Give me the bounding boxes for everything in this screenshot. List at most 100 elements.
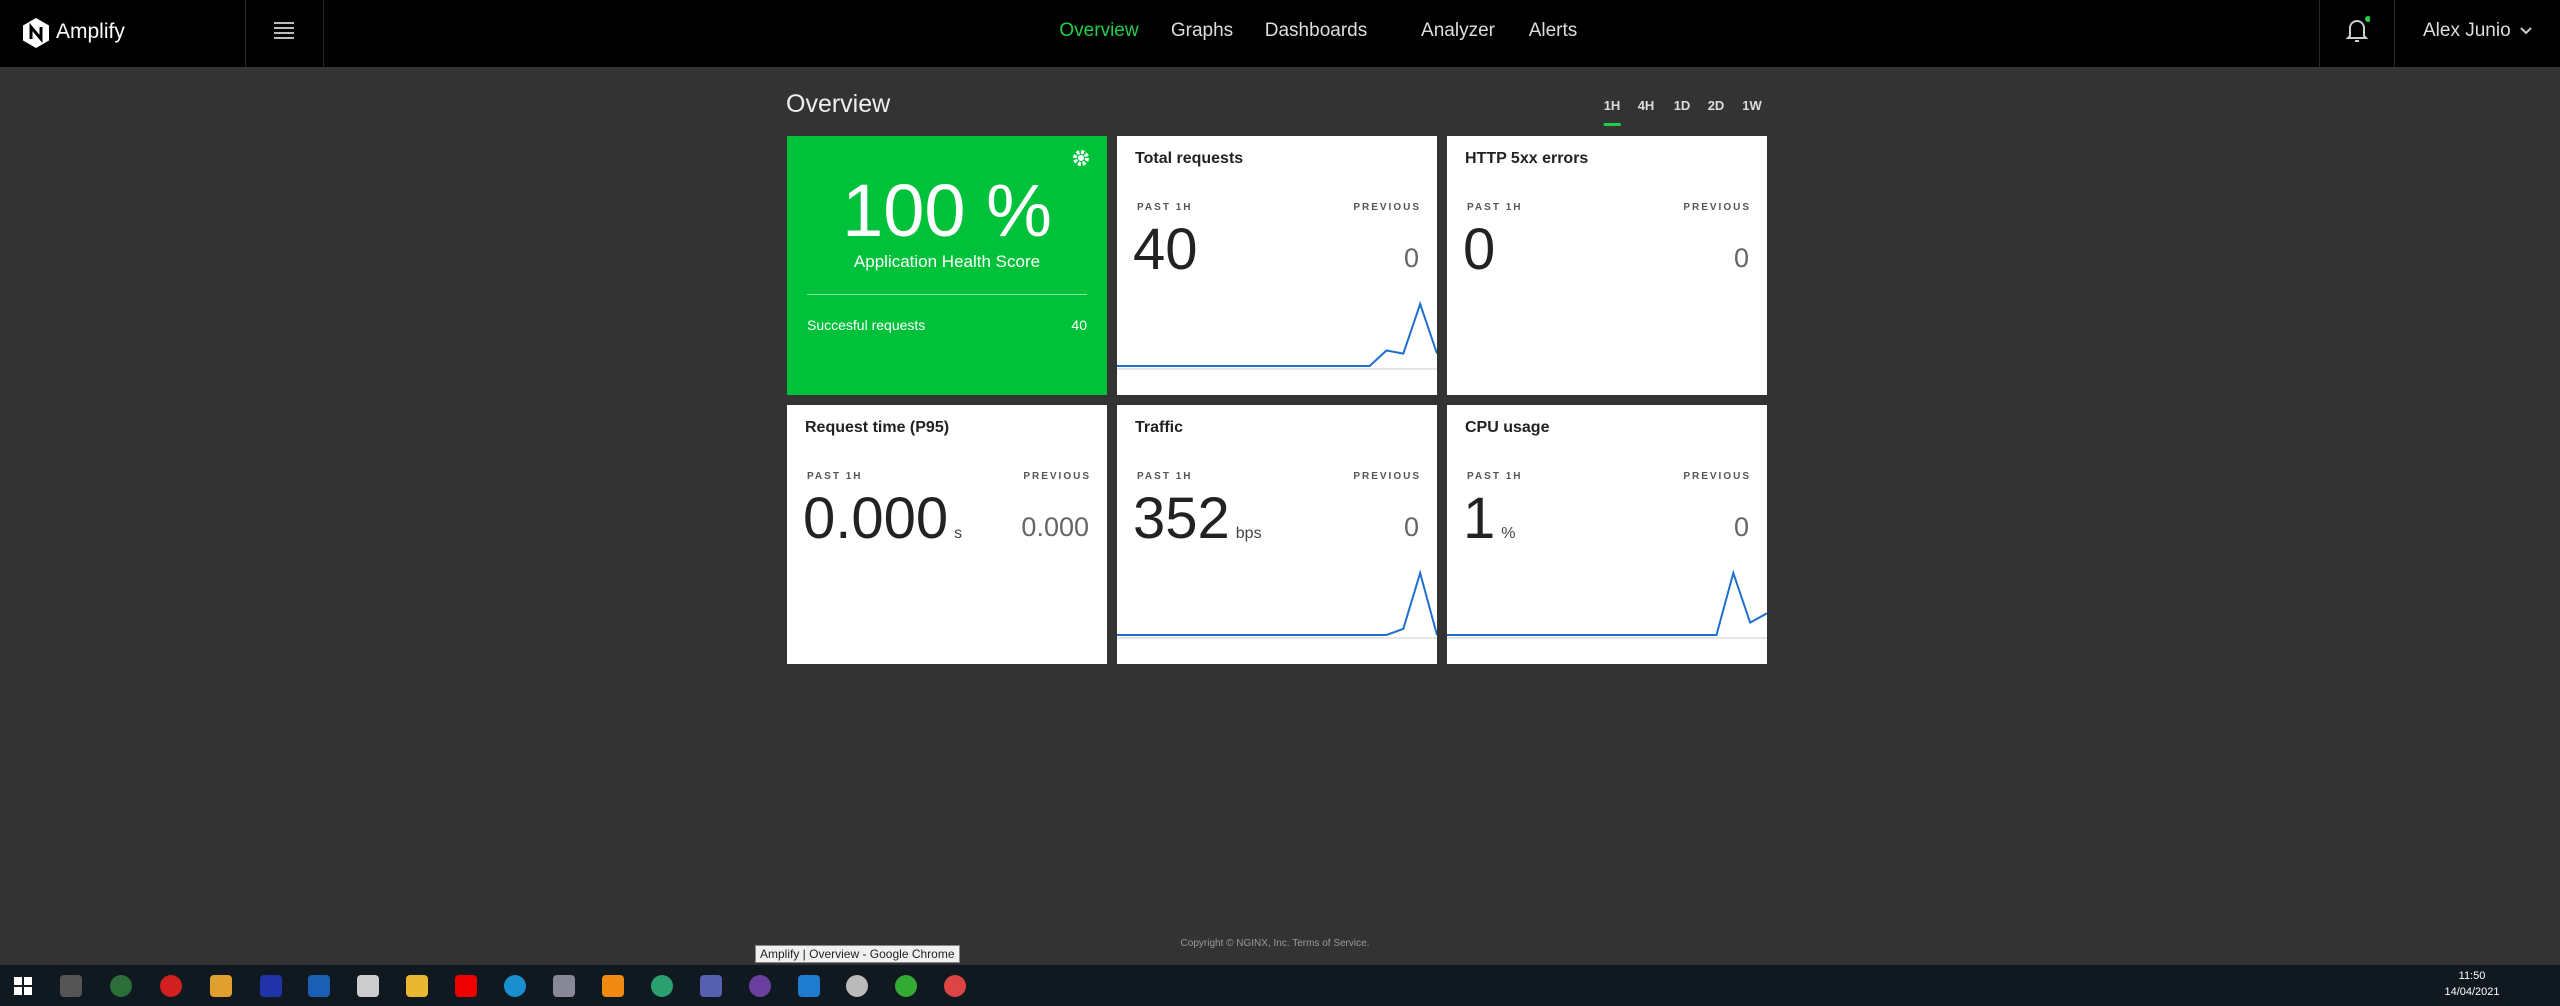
divider <box>2394 0 2395 67</box>
value: 352 <box>1133 486 1230 551</box>
page-title: Overview <box>786 90 891 118</box>
current-value: 40 <box>1133 216 1198 283</box>
app-icon[interactable] <box>749 975 771 997</box>
app-icon[interactable] <box>504 975 526 997</box>
time-range[interactable]: 1H <box>1603 98 1621 126</box>
app-icon[interactable] <box>110 975 132 997</box>
previous-value: 0 <box>1733 512 1749 542</box>
app-icon[interactable] <box>846 975 868 997</box>
previous-label: PREVIOUS <box>1353 202 1421 213</box>
previous-label: PREVIOUS <box>1683 471 1751 482</box>
nav-item[interactable]: Graphs <box>1170 20 1234 41</box>
taskbar: 11:50 14/04/2021 <box>0 965 2560 1006</box>
app-icon[interactable] <box>895 975 917 997</box>
value: 0.000 <box>803 486 949 551</box>
current-value: 0 <box>1463 216 1495 283</box>
sparkline <box>1447 569 1767 639</box>
user-menu[interactable]: Alex Junio <box>2423 20 2511 41</box>
app-icon[interactable] <box>553 975 575 997</box>
current-label: PAST 1H <box>1137 471 1193 482</box>
app-icon[interactable] <box>700 975 722 997</box>
unit: bps <box>1235 525 1262 542</box>
health-card: 100 % Application Health Score Succesful… <box>787 136 1107 395</box>
health-label: Application Health Score <box>853 252 1041 271</box>
app-icon[interactable] <box>308 975 330 997</box>
app-icon[interactable] <box>160 975 182 997</box>
previous-value: 0 <box>1403 512 1419 542</box>
separator <box>807 294 1087 295</box>
nav-item[interactable]: Dashboards <box>1264 20 1368 41</box>
card-title: CPU usage <box>1465 419 1550 436</box>
metric-card: Request time (P95) PAST 1H PREVIOUS 0.000 s 0… <box>787 405 1107 664</box>
metric-label: Succesful requests <box>807 317 926 333</box>
sparkline <box>1117 569 1437 639</box>
divider <box>245 0 246 67</box>
previous-label: PREVIOUS <box>1683 202 1751 213</box>
app-icon[interactable] <box>210 975 232 997</box>
clock-date: 14/04/2021 <box>2444 986 2500 998</box>
start-button[interactable] <box>14 977 32 995</box>
card-title: Request time (P95) <box>805 419 950 436</box>
clock-time: 11:50 <box>2458 970 2486 982</box>
metric-card: Traffic PAST 1H PREVIOUS 352 bps 0 <box>1117 405 1437 664</box>
sparkline-line <box>1447 569 1767 636</box>
brand[interactable]: Amplify <box>56 20 125 43</box>
footer: Copyright © NGINX, Inc. Terms of Service… <box>1180 938 1370 949</box>
app-icon[interactable] <box>944 975 966 997</box>
current-value: 352 bps <box>1133 485 1262 552</box>
card-title: Total requests <box>1135 150 1244 167</box>
app-icon[interactable] <box>455 975 477 997</box>
card-title: HTTP 5xx errors <box>1465 150 1589 167</box>
previous-value: 0 <box>1733 243 1749 273</box>
sparkline <box>1117 300 1437 370</box>
time-range[interactable]: 1D <box>1673 98 1691 113</box>
nav-item[interactable]: Analyzer <box>1421 20 1495 41</box>
unit: s <box>954 525 963 542</box>
previous-label: PREVIOUS <box>1023 471 1091 482</box>
metric-card: Total requests PAST 1H PREVIOUS 40 0 <box>1117 136 1437 395</box>
unit: % <box>1501 525 1516 542</box>
value: 0 <box>1463 217 1496 282</box>
current-label: PAST 1H <box>1137 202 1193 213</box>
metric-card: CPU usage PAST 1H PREVIOUS 1% 0 <box>1447 405 1767 664</box>
sparkline-line <box>1117 569 1437 636</box>
nav-item[interactable]: Alerts <box>1528 20 1578 41</box>
app-icon[interactable] <box>260 975 282 997</box>
metric-value: 40 <box>1071 317 1087 333</box>
menu-icon[interactable] <box>273 20 295 40</box>
current-value: 1% <box>1463 485 1516 552</box>
time-range[interactable]: 1W <box>1742 98 1762 113</box>
top-bar: Amplify Alex Junio Overview Graphs Dashboa… <box>0 0 2560 67</box>
previous-label: PREVIOUS <box>1353 471 1421 482</box>
previous-value: 0 <box>1403 243 1419 273</box>
divider <box>323 0 324 67</box>
current-label: PAST 1H <box>807 471 863 482</box>
app-icon[interactable] <box>798 975 820 997</box>
card-title: Traffic <box>1135 419 1184 436</box>
time-range[interactable]: 4H <box>1637 98 1655 113</box>
app-icon[interactable] <box>60 975 82 997</box>
metric-card: HTTP 5xx errors PAST 1H PREVIOUS 0 0 <box>1447 136 1767 395</box>
value: 1 <box>1463 486 1496 551</box>
notification-bell[interactable] <box>2344 16 2370 46</box>
settings-icon[interactable] <box>1071 148 1091 168</box>
divider <box>2319 0 2320 67</box>
app-icon[interactable] <box>602 975 624 997</box>
current-label: PAST 1H <box>1467 471 1523 482</box>
health-score: 100 % <box>842 169 1052 252</box>
chevron <box>2520 27 2532 35</box>
previous-value: 0.000 <box>1021 512 1089 542</box>
sparkline-line <box>1117 300 1437 367</box>
nav-item[interactable]: Overview <box>1059 20 1139 41</box>
value: 40 <box>1133 217 1198 282</box>
current-value: 0.000 s <box>803 485 962 552</box>
current-label: PAST 1H <box>1467 202 1523 213</box>
app-icon[interactable] <box>406 975 428 997</box>
tooltip: Amplify | Overview - Google Chrome <box>755 945 960 963</box>
app-icon[interactable] <box>651 975 673 997</box>
app-icon[interactable] <box>357 975 379 997</box>
time-range[interactable]: 2D <box>1707 98 1725 113</box>
logo[interactable] <box>20 17 52 49</box>
